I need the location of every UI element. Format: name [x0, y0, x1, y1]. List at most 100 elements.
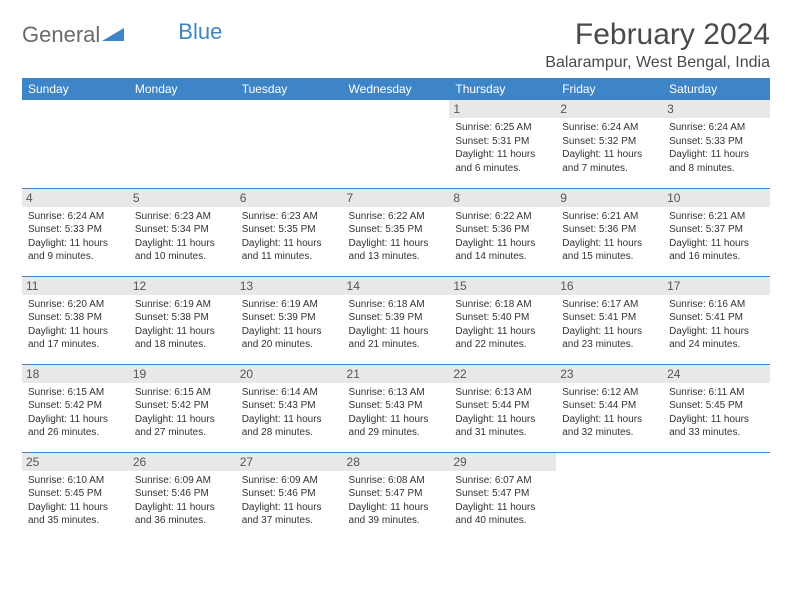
day-number: 28: [343, 453, 450, 471]
sunrise-text: Sunrise: 6:16 AM: [669, 298, 764, 312]
sunrise-text: Sunrise: 6:10 AM: [28, 474, 123, 488]
sunrise-text: Sunrise: 6:13 AM: [349, 386, 444, 400]
day-number: 1: [449, 100, 556, 118]
daylight-text: Daylight: 11 hours and 26 minutes.: [28, 413, 123, 440]
day-details: Sunrise: 6:22 AMSunset: 5:36 PMDaylight:…: [455, 210, 550, 264]
sunset-text: Sunset: 5:41 PM: [669, 311, 764, 325]
day-details: Sunrise: 6:15 AMSunset: 5:42 PMDaylight:…: [28, 386, 123, 440]
sunset-text: Sunset: 5:34 PM: [135, 223, 230, 237]
calendar-body: 1Sunrise: 6:25 AMSunset: 5:31 PMDaylight…: [22, 100, 770, 540]
day-details: Sunrise: 6:10 AMSunset: 5:45 PMDaylight:…: [28, 474, 123, 528]
calendar-cell: [22, 100, 129, 188]
daylight-text: Daylight: 11 hours and 22 minutes.: [455, 325, 550, 352]
day-details: Sunrise: 6:23 AMSunset: 5:34 PMDaylight:…: [135, 210, 230, 264]
daylight-text: Daylight: 11 hours and 8 minutes.: [669, 148, 764, 175]
calendar-cell: 17 Sunrise: 6:16 AMSunset: 5:41 PMDayligh…: [663, 276, 770, 364]
calendar-cell: 29Sunrise: 6:07 AMSunset: 5:47 PMDayligh…: [449, 452, 556, 540]
calendar-cell: 20 Sunrise: 6:14 AMSunset: 5:43 PMDayligh…: [236, 364, 343, 452]
calendar-table: SundayMondayTuesdayWednesdayThursdayFrid…: [22, 78, 770, 540]
header-right: February 2024 Balarampur, West Bengal, I…: [545, 18, 770, 72]
day-number: 24: [663, 365, 770, 383]
day-number: 20: [236, 365, 343, 383]
sunrise-text: Sunrise: 6:23 AM: [242, 210, 337, 224]
sunset-text: Sunset: 5:44 PM: [455, 399, 550, 413]
header: GeneralBlue February 2024 Balarampur, We…: [22, 18, 770, 72]
sunrise-text: Sunrise: 6:24 AM: [562, 121, 657, 135]
sunset-text: Sunset: 5:36 PM: [455, 223, 550, 237]
sunset-text: Sunset: 5:43 PM: [349, 399, 444, 413]
sunrise-text: Sunrise: 6:09 AM: [242, 474, 337, 488]
sunrise-text: Sunrise: 6:17 AM: [562, 298, 657, 312]
day-details: Sunrise: 6:08 AMSunset: 5:47 PMDaylight:…: [349, 474, 444, 528]
day-details: Sunrise: 6:16 AMSunset: 5:41 PMDaylight:…: [669, 298, 764, 352]
daylight-text: Daylight: 11 hours and 10 minutes.: [135, 237, 230, 264]
calendar-cell: 28 Sunrise: 6:08 AMSunset: 5:47 PMDayligh…: [343, 452, 450, 540]
sunrise-text: Sunrise: 6:09 AM: [135, 474, 230, 488]
daylight-text: Daylight: 11 hours and 24 minutes.: [669, 325, 764, 352]
daylight-text: Daylight: 11 hours and 32 minutes.: [562, 413, 657, 440]
daylight-text: Daylight: 11 hours and 27 minutes.: [135, 413, 230, 440]
day-details: Sunrise: 6:18 AMSunset: 5:39 PMDaylight:…: [349, 298, 444, 352]
day-details: Sunrise: 6:19 AMSunset: 5:38 PMDaylight:…: [135, 298, 230, 352]
day-details: Sunrise: 6:21 AMSunset: 5:36 PMDaylight:…: [562, 210, 657, 264]
day-header: Sunday: [22, 78, 129, 100]
day-number: 27: [236, 453, 343, 471]
day-header: Thursday: [449, 78, 556, 100]
day-details: Sunrise: 6:12 AMSunset: 5:44 PMDaylight:…: [562, 386, 657, 440]
calendar-cell: 18Sunrise: 6:15 AMSunset: 5:42 PMDayligh…: [22, 364, 129, 452]
calendar-cell: [236, 100, 343, 188]
calendar-cell: 13Sunrise: 6:19 AMSunset: 5:39 PMDayligh…: [236, 276, 343, 364]
day-details: Sunrise: 6:20 AMSunset: 5:38 PMDaylight:…: [28, 298, 123, 352]
day-number: 17: [663, 277, 770, 295]
sunset-text: Sunset: 5:31 PM: [455, 135, 550, 149]
day-details: Sunrise: 6:19 AMSunset: 5:39 PMDaylight:…: [242, 298, 337, 352]
sunrise-text: Sunrise: 6:20 AM: [28, 298, 123, 312]
location: Balarampur, West Bengal, India: [545, 54, 770, 72]
calendar-week-row: 18Sunrise: 6:15 AMSunset: 5:42 PMDayligh…: [22, 364, 770, 452]
sunrise-text: Sunrise: 6:15 AM: [135, 386, 230, 400]
daylight-text: Daylight: 11 hours and 23 minutes.: [562, 325, 657, 352]
calendar-cell: 3Sunrise: 6:24 AMSunset: 5:33 PMDaylight…: [663, 100, 770, 188]
sunset-text: Sunset: 5:39 PM: [242, 311, 337, 325]
day-details: Sunrise: 6:07 AMSunset: 5:47 PMDaylight:…: [455, 474, 550, 528]
sunset-text: Sunset: 5:35 PM: [349, 223, 444, 237]
calendar-cell: 16Sunrise: 6:17 AMSunset: 5:41 PMDayligh…: [556, 276, 663, 364]
calendar-cell: 25Sunrise: 6:10 AMSunset: 5:45 PMDayligh…: [22, 452, 129, 540]
daylight-text: Daylight: 11 hours and 6 minutes.: [455, 148, 550, 175]
sunset-text: Sunset: 5:38 PM: [135, 311, 230, 325]
day-number: 2: [556, 100, 663, 118]
month-title: February 2024: [545, 18, 770, 52]
sunrise-text: Sunrise: 6:19 AM: [135, 298, 230, 312]
day-header: Monday: [129, 78, 236, 100]
daylight-text: Daylight: 11 hours and 20 minutes.: [242, 325, 337, 352]
logo: GeneralBlue: [22, 18, 222, 48]
calendar-week-row: 25Sunrise: 6:10 AMSunset: 5:45 PMDayligh…: [22, 452, 770, 540]
day-number: 16: [556, 277, 663, 295]
calendar-cell: 12Sunrise: 6:19 AMSunset: 5:38 PMDayligh…: [129, 276, 236, 364]
daylight-text: Daylight: 11 hours and 33 minutes.: [669, 413, 764, 440]
sunrise-text: Sunrise: 6:14 AM: [242, 386, 337, 400]
calendar-header-row: SundayMondayTuesdayWednesdayThursdayFrid…: [22, 78, 770, 100]
day-details: Sunrise: 6:11 AMSunset: 5:45 PMDaylight:…: [669, 386, 764, 440]
calendar-cell: 10Sunrise: 6:21 AMSunset: 5:37 PMDayligh…: [663, 188, 770, 276]
day-details: Sunrise: 6:13 AMSunset: 5:43 PMDaylight:…: [349, 386, 444, 440]
day-number: 23: [556, 365, 663, 383]
calendar-cell: 4Sunrise: 6:24 AMSunset: 5:33 PMDaylight…: [22, 188, 129, 276]
calendar-cell: 23 Sunrise: 6:12 AMSunset: 5:44 PMDayligh…: [556, 364, 663, 452]
sunrise-text: Sunrise: 6:22 AM: [349, 210, 444, 224]
daylight-text: Daylight: 11 hours and 40 minutes.: [455, 501, 550, 528]
sunrise-text: Sunrise: 6:07 AM: [455, 474, 550, 488]
day-details: Sunrise: 6:18 AMSunset: 5:40 PMDaylight:…: [455, 298, 550, 352]
calendar-week-row: 4Sunrise: 6:24 AMSunset: 5:33 PMDaylight…: [22, 188, 770, 276]
day-details: Sunrise: 6:09 AMSunset: 5:46 PMDaylight:…: [135, 474, 230, 528]
logo-triangle-icon: [102, 27, 126, 48]
sunrise-text: Sunrise: 6:25 AM: [455, 121, 550, 135]
day-number: 22: [449, 365, 556, 383]
day-details: Sunrise: 6:24 AMSunset: 5:32 PMDaylight:…: [562, 121, 657, 175]
logo-text-general: General: [22, 22, 100, 48]
daylight-text: Daylight: 11 hours and 7 minutes.: [562, 148, 657, 175]
day-details: Sunrise: 6:09 AMSunset: 5:46 PMDaylight:…: [242, 474, 337, 528]
day-number: 3: [663, 100, 770, 118]
calendar-cell: 15Sunrise: 6:18 AMSunset: 5:40 PMDayligh…: [449, 276, 556, 364]
day-details: Sunrise: 6:14 AMSunset: 5:43 PMDaylight:…: [242, 386, 337, 440]
